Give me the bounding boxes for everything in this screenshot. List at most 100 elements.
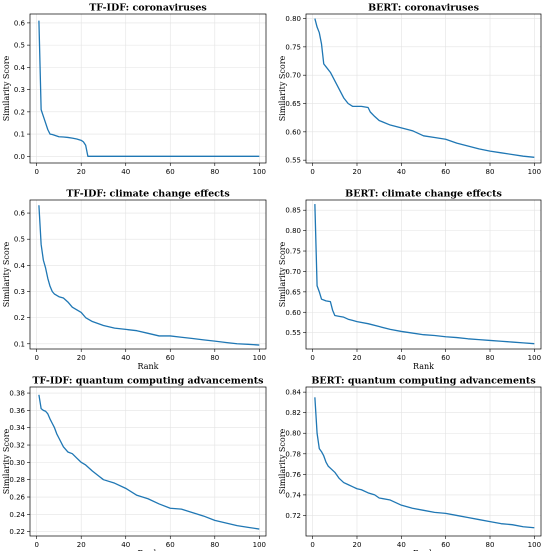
x-tick-label: 60	[441, 168, 450, 176]
x-tick-label: 80	[210, 541, 219, 549]
x-tick-label: 20	[353, 541, 362, 549]
chart-panel-1: 0 20 40 60 80 100 0.0 0.1 0.2 0.3 0.4 0.5 0.6 TF-IDF:…	[2, 3, 267, 176]
series-line	[314, 18, 535, 158]
x-tick-label: 60	[166, 354, 175, 362]
y-axis-label: Similarity Score	[278, 55, 287, 121]
panel-title: BERT: coronaviruses	[368, 3, 479, 14]
y-tick-label: 0.70	[285, 72, 301, 80]
x-tick-label: 0	[310, 541, 314, 549]
x-tick-label: 20	[77, 541, 86, 549]
plot-frame	[29, 386, 267, 537]
y-tick-label: 0.1	[14, 131, 25, 139]
series-line	[38, 394, 260, 530]
y-axis-label: Similarity Score	[2, 428, 11, 494]
y-tick-label: 0.74	[285, 491, 301, 499]
x-tick-label: 0	[34, 354, 38, 362]
y-tick-label: 0.60	[285, 128, 301, 136]
x-tick-label: 100	[253, 541, 266, 549]
plot-frame	[29, 13, 267, 164]
y-tick-label: 0.28	[9, 476, 25, 484]
x-axis-label: Rank	[413, 362, 434, 371]
panel-title: TF-IDF: climate change effects	[66, 189, 229, 200]
x-tick-label: 80	[486, 168, 495, 176]
y-tick-label: 0.5	[14, 236, 25, 244]
x-tick-label: 0	[310, 168, 314, 176]
y-tick-label: 0.65	[285, 100, 301, 108]
y-tick-label: 0.5	[14, 42, 25, 50]
y-tick-label: 0.22	[9, 528, 25, 536]
y-tick-label: 0.34	[9, 424, 25, 432]
chart-panel-5: 0 20 40 60 80 100 0.22 0.24 0.26 0.28 0.30 0.32 0.34…	[2, 376, 267, 551]
x-tick-label: 40	[397, 168, 406, 176]
y-tick-label: 0.2	[14, 314, 25, 322]
y-tick-label: 0.84	[285, 389, 301, 397]
y-tick-label: 0.3	[14, 288, 25, 296]
x-tick-label: 40	[121, 541, 130, 549]
x-tick-label: 60	[441, 541, 450, 549]
y-tick-label: 0.32	[9, 442, 25, 450]
x-tick-label: 20	[77, 354, 86, 362]
x-tick-label: 100	[528, 541, 541, 549]
x-tick-label: 80	[210, 354, 219, 362]
x-tick-label: 100	[528, 168, 541, 176]
y-axis-label: Similarity Score	[278, 241, 287, 307]
y-tick-label: 0.26	[9, 494, 25, 502]
x-tick-label: 20	[353, 354, 362, 362]
plot-frame	[305, 199, 542, 350]
y-axis-label: Similarity Score	[2, 55, 11, 121]
x-tick-label: 0	[310, 354, 314, 362]
chart-panel-6: 0 20 40 60 80 100 0.72 0.74 0.76 0.78 0.80 0.82 0.84…	[278, 376, 542, 551]
x-axis-label: Rank	[413, 549, 434, 551]
y-tick-label: 0.24	[9, 511, 25, 519]
y-axis-label: Similarity Score	[278, 428, 287, 494]
y-tick-label: 0.4	[14, 262, 26, 270]
y-tick-label: 0.78	[285, 450, 301, 458]
y-tick-label: 0.55	[285, 329, 301, 337]
panel-title: BERT: quantum computing advancements	[311, 376, 535, 387]
y-tick-label: 0.75	[285, 43, 301, 51]
x-tick-label: 60	[166, 168, 175, 176]
plot-frame	[29, 199, 267, 350]
y-tick-label: 0.76	[285, 471, 301, 479]
y-tick-label: 0.65	[285, 288, 301, 296]
x-tick-label: 80	[210, 168, 219, 176]
y-tick-label: 0.55	[285, 157, 301, 165]
y-tick-label: 0.4	[14, 64, 26, 72]
x-tick-label: 100	[528, 354, 541, 362]
chart-panel-4: 0 20 40 60 80 100 0.55 0.60 0.65 0.70 0.75 0.80 0.85…	[278, 189, 542, 371]
x-tick-label: 20	[77, 168, 86, 176]
y-tick-label: 0.75	[285, 248, 301, 256]
series-line	[314, 397, 535, 529]
x-tick-label: 60	[166, 541, 175, 549]
y-axis-label: Similarity Score	[2, 241, 11, 307]
y-tick-label: 0.80	[285, 430, 301, 438]
y-tick-label: 0.38	[9, 390, 25, 398]
y-tick-label: 0.85	[285, 207, 301, 215]
x-tick-label: 80	[486, 541, 495, 549]
chart-panel-2: 0 20 40 60 80 100 0.55 0.60 0.65 0.70 0.75 0.80 BERT…	[278, 3, 542, 176]
x-tick-label: 40	[397, 354, 406, 362]
y-tick-label: 0.80	[285, 15, 301, 23]
panel-title: BERT: climate change effects	[345, 189, 502, 200]
x-tick-label: 40	[121, 168, 130, 176]
y-tick-label: 0.2	[14, 108, 25, 116]
plot-frame	[305, 13, 542, 164]
panel-title: TF-IDF: coronaviruses	[89, 3, 207, 14]
y-tick-label: 0.60	[285, 309, 301, 317]
y-tick-label: 0.80	[285, 227, 301, 235]
y-tick-label: 0.3	[14, 86, 25, 94]
x-tick-label: 40	[397, 541, 406, 549]
x-tick-label: 60	[441, 354, 450, 362]
series-line	[38, 205, 260, 346]
series-line	[314, 204, 535, 345]
y-tick-label: 0.70	[285, 268, 301, 276]
x-tick-label: 80	[486, 354, 495, 362]
x-tick-label: 100	[253, 354, 266, 362]
x-tick-label: 0	[34, 168, 38, 176]
y-tick-label: 0.82	[285, 409, 301, 417]
y-tick-label: 0.1	[14, 340, 25, 348]
x-tick-label: 20	[353, 168, 362, 176]
x-tick-label: 40	[121, 354, 130, 362]
x-axis-label: Rank	[138, 549, 159, 551]
